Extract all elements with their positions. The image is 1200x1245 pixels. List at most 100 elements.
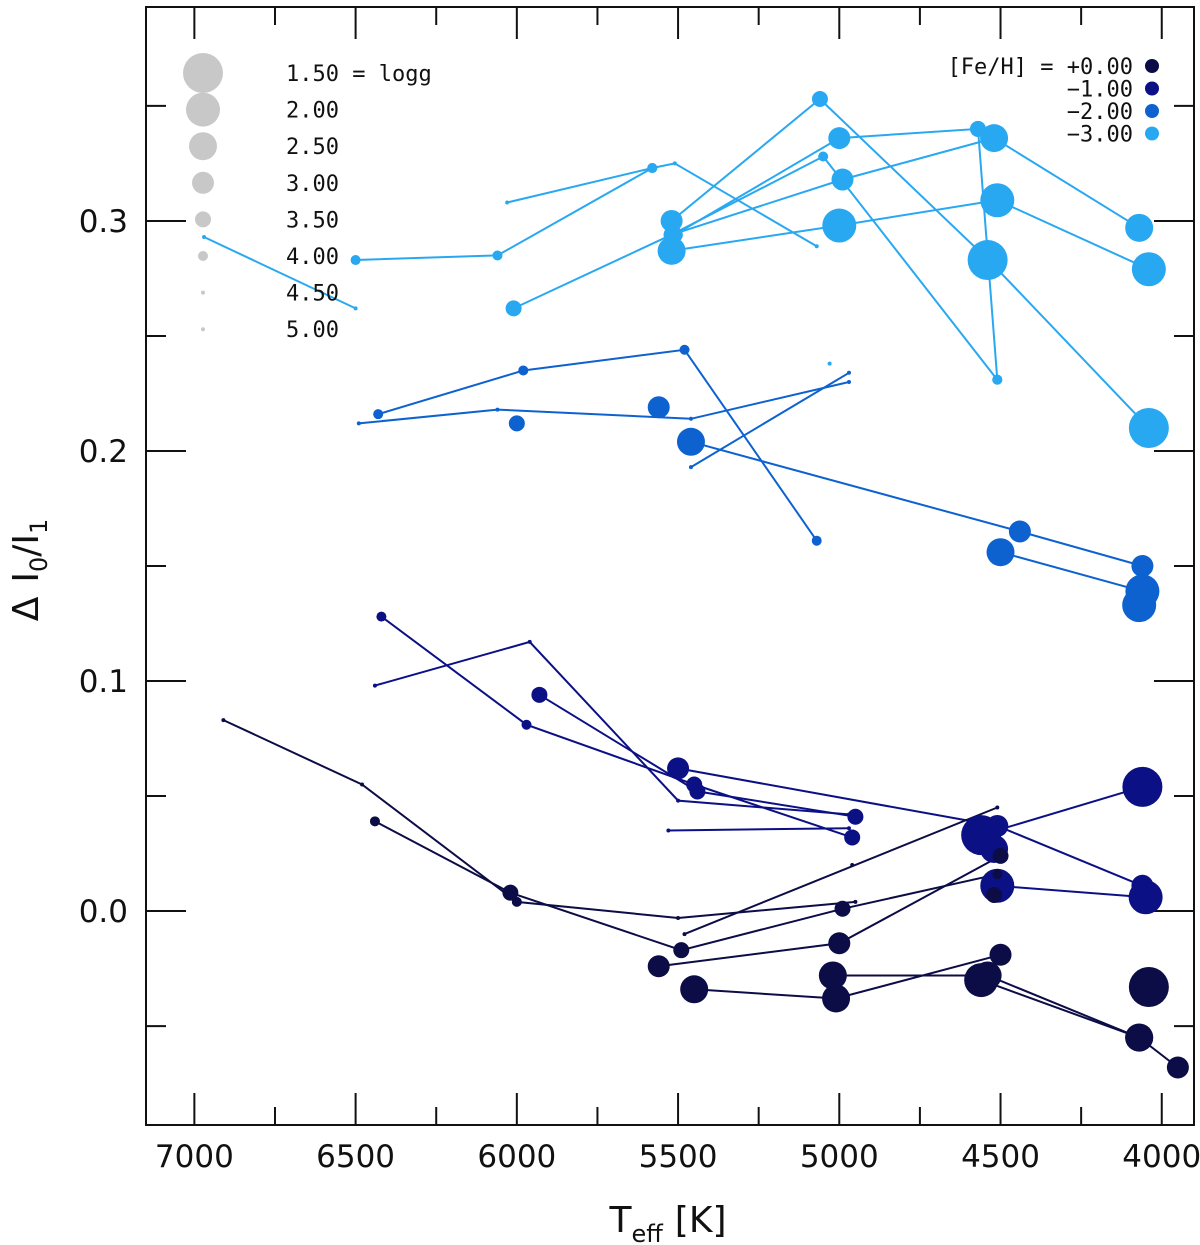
data-point xyxy=(853,899,858,904)
data-point xyxy=(688,416,693,421)
x-tick-label: 5000 xyxy=(800,1139,879,1175)
data-point xyxy=(518,365,529,376)
size-legend-label: 2.00 xyxy=(286,99,339,124)
data-point xyxy=(663,226,680,243)
data-point xyxy=(992,847,1009,864)
size-legend-label: 1.50 = logg xyxy=(286,62,432,87)
data-point xyxy=(986,538,1015,567)
series-lines-layer xyxy=(203,97,1179,1069)
data-point xyxy=(679,344,690,355)
x-tick-label: 5500 xyxy=(639,1139,718,1175)
series-line xyxy=(355,162,818,261)
series-line xyxy=(668,827,850,832)
data-point xyxy=(1131,555,1154,577)
x-tick-label: 4500 xyxy=(961,1139,1040,1175)
data-point xyxy=(372,683,377,688)
y-tick-label: 0.0 xyxy=(79,894,128,930)
series-line xyxy=(674,127,999,380)
data-point xyxy=(827,361,832,366)
x-tick-label: 4000 xyxy=(1122,1139,1200,1175)
data-point xyxy=(502,884,519,901)
axes-layer: 7000 6500 6000 5500 5000 4500 4000 0.0 0.1 0.2 0.3 xyxy=(79,7,1200,1175)
data-point xyxy=(221,718,226,723)
size-legend-marker xyxy=(195,211,211,228)
y-axis-title-i1: I xyxy=(6,534,47,545)
data-point xyxy=(672,161,677,166)
data-point xyxy=(350,255,361,266)
data-point xyxy=(492,250,503,261)
size-legend-marker xyxy=(201,290,205,295)
x-axis-title-sub: eff xyxy=(631,1220,663,1245)
data-point xyxy=(989,943,1012,966)
data-point xyxy=(688,465,693,470)
data-point xyxy=(676,915,681,920)
size-legend-label: 4.00 xyxy=(286,245,339,270)
color-legend-label: −3.00 xyxy=(1067,123,1133,148)
color-legend-label: −1.00 xyxy=(1067,78,1133,103)
size-legend-label: 4.50 xyxy=(286,282,339,307)
series-line xyxy=(1000,551,1143,593)
color-legend-marker xyxy=(1145,104,1159,118)
color-legend-label: −2.00 xyxy=(1067,100,1133,125)
x-axis-title: Teff [K] xyxy=(608,1200,726,1245)
data-point xyxy=(666,828,671,833)
data-point xyxy=(969,120,986,137)
data-point xyxy=(818,151,829,162)
data-point xyxy=(986,886,1003,903)
data-point xyxy=(831,168,854,191)
y-tick-label: 0.1 xyxy=(79,664,128,700)
series-line xyxy=(374,640,850,816)
data-point xyxy=(850,863,855,868)
data-point xyxy=(521,719,532,730)
x-tick-label: 6000 xyxy=(477,1139,556,1175)
x-axis-title-main: T xyxy=(608,1200,632,1241)
color-legend-marker xyxy=(1145,59,1159,73)
y-axis-title-sub0: 0 xyxy=(25,557,53,572)
data-point xyxy=(660,209,683,232)
series-line xyxy=(690,371,850,468)
data-point xyxy=(689,783,706,800)
y-axis-title-delta: Δ xyxy=(6,596,47,621)
data-point xyxy=(992,869,1003,880)
data-point xyxy=(828,127,851,150)
color-legend-label: [Fe/H] = +0.00 xyxy=(948,55,1133,80)
data-point xyxy=(1131,252,1166,287)
size-legend-marker xyxy=(183,53,223,93)
data-point xyxy=(1128,966,1169,1007)
data-point xyxy=(846,370,851,375)
data-point xyxy=(1122,766,1163,807)
data-point xyxy=(676,798,681,803)
data-point xyxy=(531,686,548,703)
series-line xyxy=(997,884,1146,899)
data-point xyxy=(818,961,847,990)
data-point xyxy=(353,306,358,311)
data-point xyxy=(508,415,525,432)
data-point xyxy=(647,396,670,419)
data-point xyxy=(680,975,709,1004)
series-line xyxy=(670,97,1150,429)
y-tick-label: 0.3 xyxy=(79,204,128,240)
data-point xyxy=(505,200,510,205)
data-point xyxy=(811,91,828,108)
y-axis-title-sub1: 1 xyxy=(25,519,53,534)
data-point xyxy=(1128,880,1163,915)
color-legend-marker xyxy=(1145,126,1159,141)
y-axis-title-i0: I xyxy=(6,572,47,583)
data-point xyxy=(846,826,851,831)
data-point xyxy=(1122,588,1157,623)
data-point xyxy=(995,805,1000,810)
data-point xyxy=(527,639,532,644)
data-point xyxy=(373,409,384,420)
data-point xyxy=(980,124,1009,153)
data-point xyxy=(846,379,851,384)
y-axis-title: ΔI0/I1 xyxy=(6,519,53,622)
series-line xyxy=(832,974,1179,1069)
data-point xyxy=(814,244,819,249)
series-line xyxy=(506,167,653,204)
size-legend-marker xyxy=(189,132,217,161)
size-legend-label: 5.00 xyxy=(286,318,339,343)
color-legend-marker xyxy=(1145,81,1159,96)
y-tick-label: 0.2 xyxy=(79,434,128,470)
data-point xyxy=(1128,407,1169,448)
